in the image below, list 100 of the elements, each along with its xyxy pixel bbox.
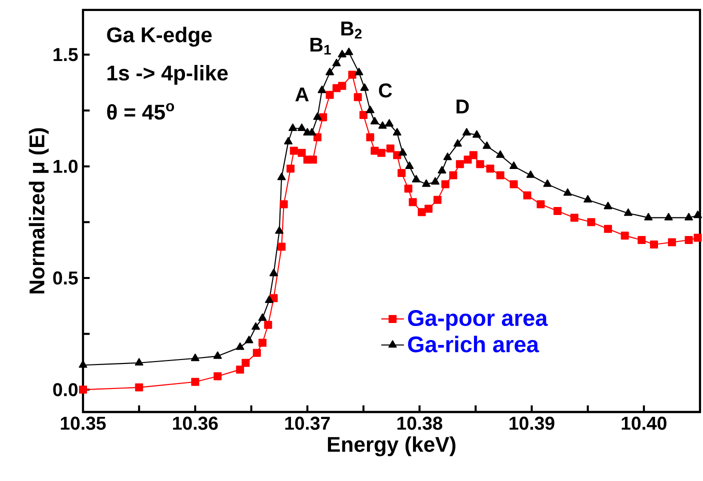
point xyxy=(694,234,702,242)
point xyxy=(78,386,88,394)
point xyxy=(482,141,492,149)
point xyxy=(624,208,632,216)
point xyxy=(284,136,293,144)
point xyxy=(644,212,653,220)
x-tick-label: 10.38 xyxy=(397,416,442,430)
point xyxy=(370,116,379,124)
x-axis-title: Energy (keV) xyxy=(328,436,456,456)
point xyxy=(664,212,673,220)
point xyxy=(244,336,254,344)
point xyxy=(277,172,286,180)
point xyxy=(308,156,317,164)
point xyxy=(587,218,596,226)
point xyxy=(385,119,394,127)
point xyxy=(554,206,562,215)
point xyxy=(377,148,386,157)
point xyxy=(338,82,346,90)
point xyxy=(348,70,356,79)
point xyxy=(269,268,278,276)
point xyxy=(360,83,369,91)
annotation: D xyxy=(456,100,469,114)
x-tick-label: 10.37 xyxy=(285,416,330,430)
point xyxy=(523,191,532,200)
annotation: Ga K-edge xyxy=(107,26,212,47)
point xyxy=(684,236,693,244)
y-tick-label: 0.0 xyxy=(53,383,78,396)
point xyxy=(298,148,306,157)
point xyxy=(638,236,646,244)
point xyxy=(398,148,407,156)
point xyxy=(236,342,244,350)
point xyxy=(476,160,484,168)
point xyxy=(190,354,200,362)
point xyxy=(392,128,402,136)
point xyxy=(412,174,420,182)
point xyxy=(694,210,702,218)
point xyxy=(258,338,266,347)
point xyxy=(453,139,462,147)
point xyxy=(280,200,288,208)
point xyxy=(275,226,284,234)
point xyxy=(332,58,341,66)
point xyxy=(441,180,450,188)
point xyxy=(278,242,286,251)
point xyxy=(398,169,406,178)
point xyxy=(370,146,379,155)
y-tick-label: 0.5 xyxy=(53,271,78,285)
point xyxy=(543,179,552,187)
point xyxy=(386,144,394,152)
point xyxy=(326,68,334,76)
point xyxy=(191,378,200,386)
legend-label: Ga-poor area xyxy=(408,310,548,331)
annotation: C xyxy=(378,83,392,98)
annotation: A xyxy=(295,88,309,102)
point xyxy=(486,164,494,173)
point xyxy=(526,170,535,178)
point xyxy=(424,204,433,213)
point xyxy=(462,128,471,136)
point xyxy=(584,195,592,202)
point xyxy=(668,238,676,246)
point xyxy=(366,133,374,142)
point xyxy=(510,162,518,169)
point xyxy=(252,322,260,330)
point xyxy=(472,130,481,138)
point xyxy=(510,180,518,188)
point xyxy=(264,296,274,303)
x-tick-label: 10.40 xyxy=(622,416,666,430)
point xyxy=(318,86,326,94)
point xyxy=(258,313,267,321)
point xyxy=(496,171,504,180)
point xyxy=(286,164,295,173)
y-axis-title: Normalized μ (E) xyxy=(28,128,49,294)
y-tick-label: 1.5 xyxy=(54,48,78,62)
point xyxy=(408,198,417,206)
point xyxy=(456,160,464,168)
point xyxy=(684,212,694,220)
point xyxy=(404,184,412,193)
annotation: B$_{1}$ xyxy=(310,38,331,55)
point xyxy=(418,208,426,216)
point xyxy=(438,166,446,174)
annotation: θ = 45$^{o}$ xyxy=(107,103,174,120)
point xyxy=(354,68,364,76)
point xyxy=(252,348,261,357)
point xyxy=(620,232,629,240)
point xyxy=(214,372,222,380)
point xyxy=(469,151,478,160)
point xyxy=(326,90,334,99)
point xyxy=(433,196,442,204)
point xyxy=(405,162,414,169)
point xyxy=(422,179,431,187)
point xyxy=(604,224,612,233)
point xyxy=(338,50,346,58)
annotation: B$_{2}$ xyxy=(341,22,362,39)
y-tick-label: 1.0 xyxy=(54,160,78,173)
point xyxy=(359,110,368,119)
point xyxy=(313,112,322,120)
point xyxy=(135,383,144,392)
point xyxy=(264,320,272,329)
point xyxy=(290,146,298,155)
x-tick-label: 10.35 xyxy=(60,416,106,430)
x-tick-label: 10.36 xyxy=(173,416,218,430)
